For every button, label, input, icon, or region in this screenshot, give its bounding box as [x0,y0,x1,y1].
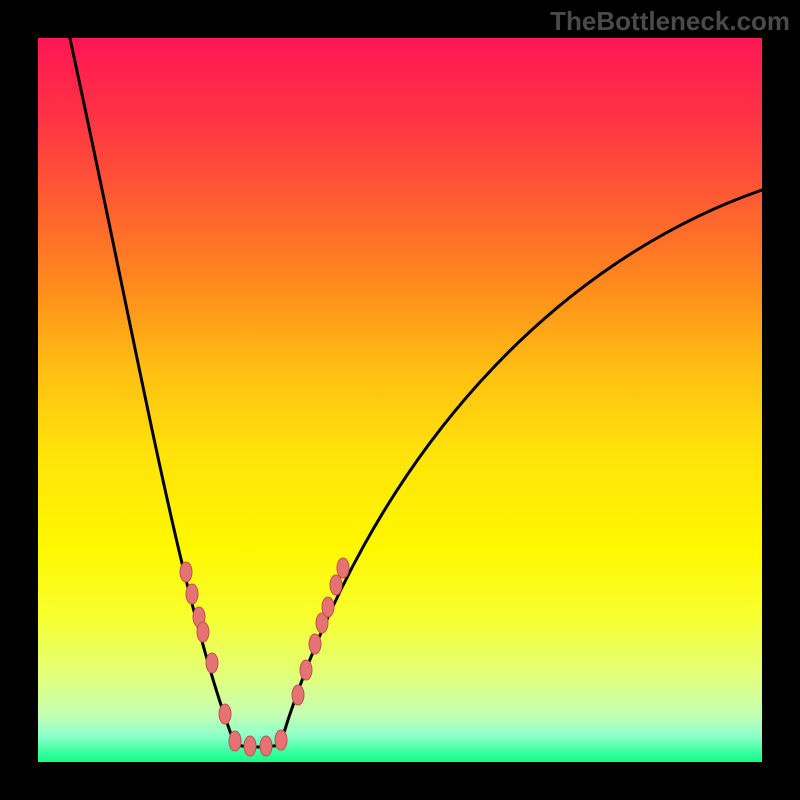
data-marker [219,704,231,724]
data-marker [197,622,209,642]
data-marker [244,736,256,756]
chart-container: TheBottleneck.com [0,0,800,800]
data-marker [309,634,321,654]
data-marker [330,575,342,595]
data-marker [300,660,312,680]
bottleneck-curve [69,34,762,747]
data-marker [292,685,304,705]
watermark-text: TheBottleneck.com [550,6,790,37]
data-marker [260,736,272,756]
data-marker [275,730,287,750]
data-marker [337,558,349,578]
data-marker [206,653,218,673]
data-marker [186,584,198,604]
data-marker [229,731,241,751]
plot-svg [0,0,800,800]
data-marker [322,597,334,617]
data-marker [180,562,192,582]
